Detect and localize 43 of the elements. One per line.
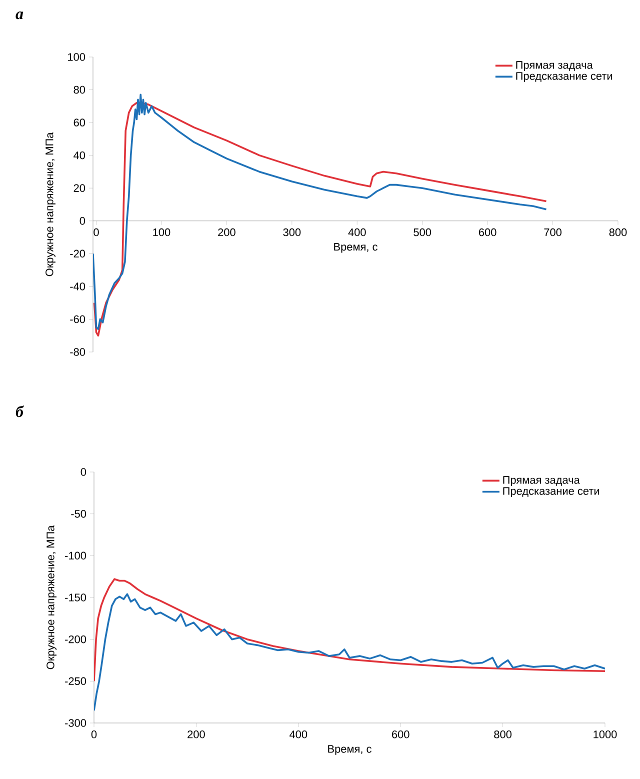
legend-label: Предсказание сети — [503, 487, 600, 497]
x-tick-label: 400 — [290, 730, 308, 738]
x-tick-label: 800 — [609, 228, 627, 236]
x-tick-label: 600 — [478, 228, 496, 236]
y-tick-label: 60 — [74, 118, 86, 126]
chart-title: а — [16, 12, 24, 20]
y-tick-label: 0 — [80, 217, 86, 225]
y-axis-title: Окружное напряжение, МПа — [46, 132, 56, 276]
x-axis-title: Время, с — [334, 243, 378, 253]
y-tick-label: -100 — [65, 552, 86, 560]
y-tick-label: -20 — [70, 250, 86, 258]
y-tick-label: -50 — [71, 510, 86, 518]
y-axis-title: Окружное напряжение, МПа — [46, 525, 56, 670]
y-tick-label: 40 — [74, 151, 86, 160]
y-tick-label: -80 — [70, 348, 86, 356]
x-tick-label: 800 — [494, 730, 512, 738]
y-tick-label: -300 — [65, 719, 86, 727]
y-tick-label: 0 — [80, 468, 86, 476]
line-series — [94, 578, 606, 682]
x-tick-label: 700 — [544, 228, 562, 236]
x-axis-title: Время, с — [328, 745, 372, 755]
y-tick-label: -40 — [70, 282, 86, 290]
x-tick-label: 0 — [91, 730, 97, 738]
x-tick-label: 1000 — [594, 730, 617, 738]
y-tick-label: 80 — [74, 86, 86, 94]
x-tick-label: 600 — [392, 730, 410, 738]
y-tick-label: 100 — [68, 53, 86, 61]
y-tick-label: 20 — [74, 184, 86, 192]
legend-label: Прямая задача — [503, 476, 580, 486]
y-tick-label: -150 — [65, 594, 86, 602]
x-tick-label: 300 — [283, 228, 301, 236]
y-tick-label: -200 — [65, 635, 86, 644]
legend-label: Прямая задача — [516, 61, 593, 71]
x-tick-label: 400 — [348, 228, 366, 236]
chart-title: б — [16, 406, 24, 418]
x-tick-label: 200 — [218, 228, 236, 236]
x-tick-label: 200 — [188, 730, 205, 738]
x-tick-label: 100 — [153, 228, 170, 236]
x-tick-label: 0 — [94, 228, 99, 236]
y-tick-label: -250 — [65, 677, 86, 686]
y-tick-label: -60 — [70, 315, 86, 324]
legend-label: Предсказание сети — [516, 72, 612, 82]
x-tick-label: 500 — [414, 228, 432, 236]
